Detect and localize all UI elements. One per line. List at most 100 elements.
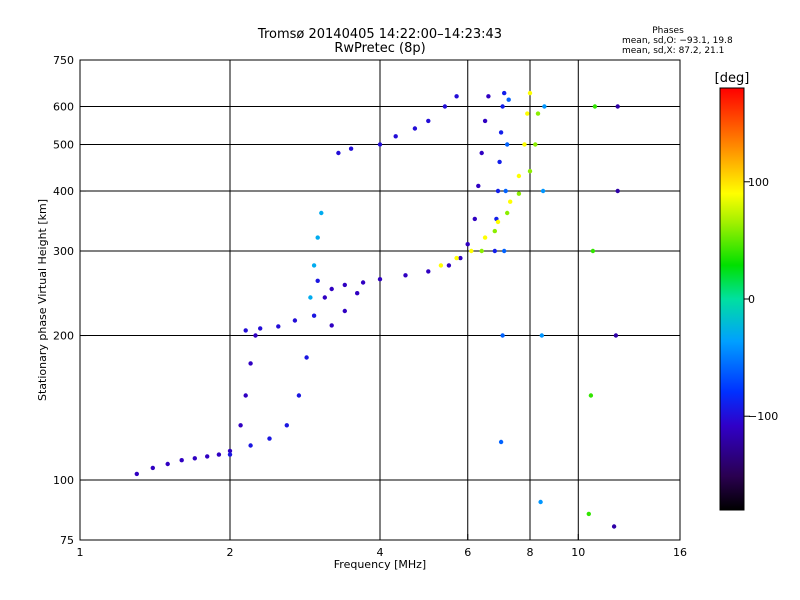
data-point — [465, 242, 470, 247]
x-tick-label: 16 — [673, 546, 687, 559]
colorbar: [deg] 100 0 −100 — [715, 71, 778, 511]
data-points — [134, 90, 620, 529]
data-point — [438, 263, 444, 268]
data-point — [442, 104, 448, 109]
data-point — [329, 286, 334, 292]
y-tick-label: 500 — [53, 139, 74, 152]
data-point — [377, 277, 383, 282]
data-point — [482, 118, 488, 124]
data-point — [311, 263, 317, 268]
data-point — [342, 282, 347, 288]
colorbar-ticks: 100 0 −100 — [744, 176, 778, 423]
data-point — [258, 326, 263, 331]
data-point — [500, 333, 505, 338]
data-point — [586, 511, 591, 517]
data-point — [304, 355, 309, 360]
data-point — [315, 278, 320, 283]
data-point — [403, 273, 408, 278]
data-point — [227, 452, 233, 457]
data-point — [322, 295, 327, 300]
data-point — [588, 393, 594, 398]
data-point — [502, 248, 507, 254]
data-point — [590, 248, 596, 254]
data-point — [502, 90, 507, 96]
data-point — [319, 210, 324, 216]
data-point — [533, 142, 538, 147]
y-axis-ticks: 75 100 200 300 400 500 600 750 — [53, 54, 86, 547]
data-point — [495, 188, 501, 194]
data-point — [192, 456, 197, 461]
data-point — [540, 188, 546, 194]
colorbar-tick-label: 100 — [748, 176, 769, 189]
colorbar-label: [deg] — [715, 71, 750, 86]
x-tick-label: 2 — [227, 546, 234, 559]
data-point — [446, 263, 452, 268]
data-point — [516, 173, 522, 179]
data-point — [472, 216, 477, 222]
data-point — [538, 499, 543, 505]
data-point — [377, 142, 383, 147]
data-point — [311, 313, 317, 318]
data-point — [336, 150, 341, 156]
x-tick-label: 1 — [77, 546, 84, 559]
y-tick-label: 600 — [53, 101, 74, 114]
data-point — [495, 219, 501, 225]
y-tick-label: 200 — [53, 330, 74, 343]
data-point — [539, 333, 544, 338]
data-point — [243, 328, 248, 333]
x-tick-label: 10 — [571, 546, 585, 559]
data-point — [150, 465, 155, 471]
x-axis-label: Frequency [MHz] — [334, 558, 426, 571]
colorbar-tick-label: −100 — [748, 410, 778, 423]
data-point — [284, 423, 289, 428]
data-point — [498, 439, 504, 445]
data-point — [498, 130, 504, 135]
data-point — [165, 461, 170, 467]
colorbar-tick-label: 0 — [748, 293, 755, 306]
data-point — [454, 255, 459, 261]
legend-line-o: mean, sd,O: −93.1, 19.8 — [622, 36, 733, 46]
y-axis-label: Stationary phase Virtual Height [km] — [36, 199, 49, 401]
colorbar-gradient — [719, 87, 745, 511]
x-axis-ticks: 1 2 4 6 8 10 16 — [77, 534, 687, 559]
x-tick-label: 4 — [377, 546, 384, 559]
data-point — [315, 235, 320, 240]
data-point — [227, 448, 233, 454]
data-point — [348, 146, 354, 151]
data-point — [492, 228, 497, 234]
data-point — [276, 324, 281, 329]
data-point — [611, 524, 617, 529]
data-point — [592, 104, 598, 109]
data-point — [505, 142, 510, 147]
data-point — [613, 333, 619, 338]
data-point — [522, 142, 527, 147]
chart-subtitle: RwPretec (8p) — [334, 41, 425, 56]
data-point — [360, 280, 366, 285]
data-point — [476, 183, 481, 189]
data-point — [216, 452, 222, 457]
legend-title: Phases — [652, 26, 684, 36]
y-tick-label: 300 — [53, 245, 74, 258]
data-point — [342, 308, 347, 314]
data-point — [516, 191, 522, 196]
data-point — [329, 323, 334, 328]
data-point — [205, 454, 210, 459]
data-point — [412, 126, 418, 131]
y-tick-label: 400 — [53, 185, 74, 198]
data-point — [238, 423, 243, 428]
data-point — [308, 295, 313, 300]
data-point — [253, 333, 258, 338]
chart-title: Tromsø 20140405 14:22:00–14:23:43 — [257, 27, 502, 42]
data-point — [134, 471, 139, 477]
data-point — [482, 235, 488, 240]
data-point — [492, 248, 497, 254]
y-tick-label: 75 — [60, 534, 74, 547]
data-point — [469, 248, 474, 254]
data-point — [542, 104, 547, 109]
data-point — [248, 361, 253, 366]
data-point — [454, 94, 459, 99]
data-point — [426, 118, 431, 124]
data-point — [497, 159, 502, 165]
data-point — [527, 169, 533, 174]
